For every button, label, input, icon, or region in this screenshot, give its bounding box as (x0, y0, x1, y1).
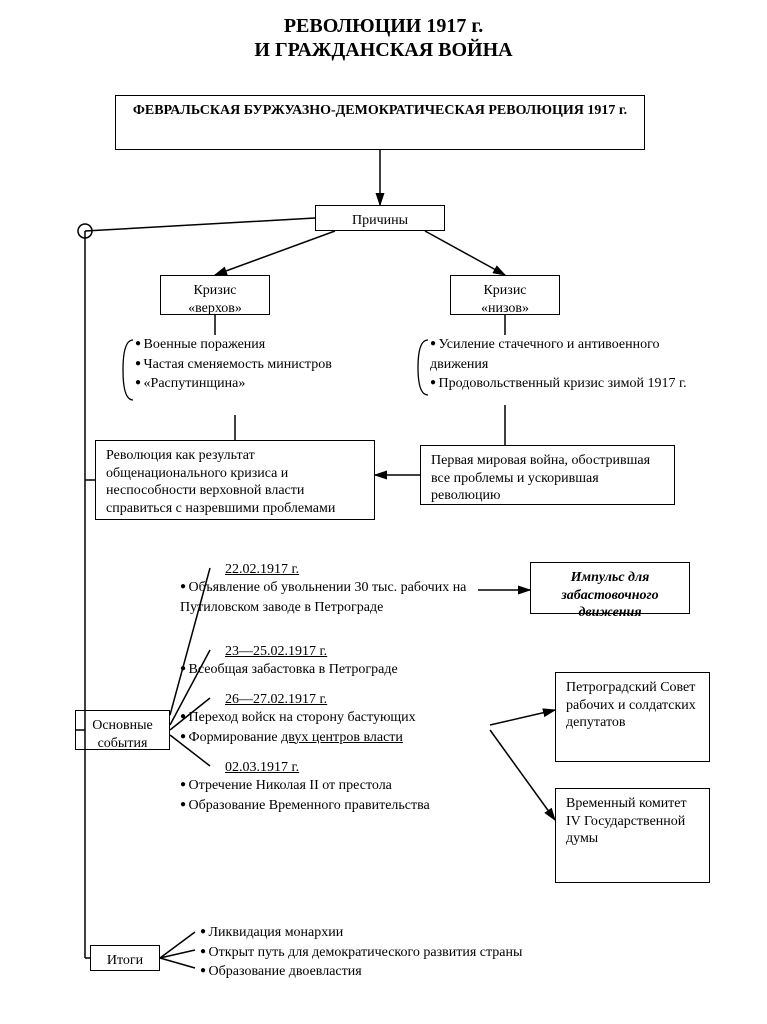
list-item: Частая сменяемость министров (135, 355, 365, 375)
ww1-text: Первая мировая война, обострившая все пр… (431, 453, 650, 503)
revolution-result-box: Революция как результат общенациональног… (95, 440, 375, 520)
subtitle-text: ФЕВРАЛЬСКАЯ БУРЖУАЗНО-ДЕМОКРАТИЧЕСКАЯ РЕ… (133, 103, 627, 118)
impulse-box: Импульс для забастовочного движения (530, 562, 690, 614)
revolution-result-text: Революция как результат общенациональног… (106, 448, 335, 516)
crisis-top-label: Кризис «верхов» (188, 283, 242, 316)
ww1-box: Первая мировая война, обострившая все пр… (420, 445, 675, 505)
main-events-box: Основные события (75, 710, 170, 750)
main-events-label: Основные события (92, 718, 153, 751)
list-item: Военные поражения (135, 335, 365, 355)
impulse-text: Импульс для забастовочного движения (561, 570, 658, 620)
event1-list: Объявление об увольнении 30 тыс. рабочих… (180, 578, 480, 617)
list-item: Образование Временного правительства (180, 796, 480, 816)
crisis-bottom-label: Кризис «низов» (481, 283, 529, 316)
title-line-2: И ГРАЖДАНСКАЯ ВОЙНА (0, 38, 767, 62)
petrosoviet-box: Петроградский Совет рабочих и солдатских… (555, 672, 710, 762)
results-label: Итоги (107, 953, 143, 968)
list-item: Отречение Николая II от престола (180, 776, 480, 796)
list-item: Всеобщая забастовка в Петрограде (180, 660, 480, 680)
event3-b-pre: Формирование (189, 730, 282, 745)
list-item: Усиление стачечного и антивоенного движе… (430, 335, 700, 374)
list-item: Ликвидация монархии (200, 923, 620, 943)
event4-date: 02.03.1917 г. (225, 758, 299, 778)
crisis-bottom-list: Усиление стачечного и антивоенного движе… (430, 335, 700, 394)
event3-item-a: Переход войск на сторону бастующих (180, 708, 490, 728)
subtitle-box: ФЕВРАЛЬСКАЯ БУРЖУАЗНО-ДЕМОКРАТИЧЕСКАЯ РЕ… (115, 95, 645, 150)
temp-committee-box: Временный комитет IV Государственной дум… (555, 788, 710, 883)
list-item: «Распутинщина» (135, 374, 365, 394)
list-item: Объявление об увольнении 30 тыс. рабочих… (180, 578, 480, 617)
event2-list: Всеобщая забастовка в Петрограде (180, 660, 480, 680)
causes-label: Причины (352, 213, 408, 228)
temp-committee-text: Временный комитет IV Государственной дум… (566, 796, 687, 846)
event4-list: Отречение Николая II от престолаОбразова… (180, 776, 480, 815)
crisis-top-list: Военные пораженияЧастая сменяемость мини… (135, 335, 365, 394)
results-box: Итоги (90, 945, 160, 971)
event3-list: Переход войск на сторону бастующих Форми… (180, 708, 490, 747)
event2-date: 23—25.02.1917 г. (225, 642, 327, 662)
list-item: Образование двоевластия (200, 962, 620, 982)
results-list: Ликвидация монархииОткрыт путь для демок… (200, 923, 620, 982)
list-item: Открыт путь для демократического развити… (200, 943, 620, 963)
list-item: Продовольственный кризис зимой 1917 г. (430, 374, 700, 394)
event3-b-underline: двух центров власти (281, 730, 403, 745)
crisis-bottom-box: Кризис «низов» (450, 275, 560, 315)
causes-box: Причины (315, 205, 445, 231)
event3-item-b: Формирование двух центров власти (180, 728, 490, 748)
event1-date: 22.02.1917 г. (225, 560, 299, 580)
title-line-1: РЕВОЛЮЦИИ 1917 г. (0, 14, 767, 38)
page-title: РЕВОЛЮЦИИ 1917 г. И ГРАЖДАНСКАЯ ВОЙНА (0, 0, 767, 62)
crisis-top-box: Кризис «верхов» (160, 275, 270, 315)
petrosoviet-text: Петроградский Совет рабочих и солдатских… (566, 680, 696, 730)
event3-date: 26—27.02.1917 г. (225, 690, 327, 710)
